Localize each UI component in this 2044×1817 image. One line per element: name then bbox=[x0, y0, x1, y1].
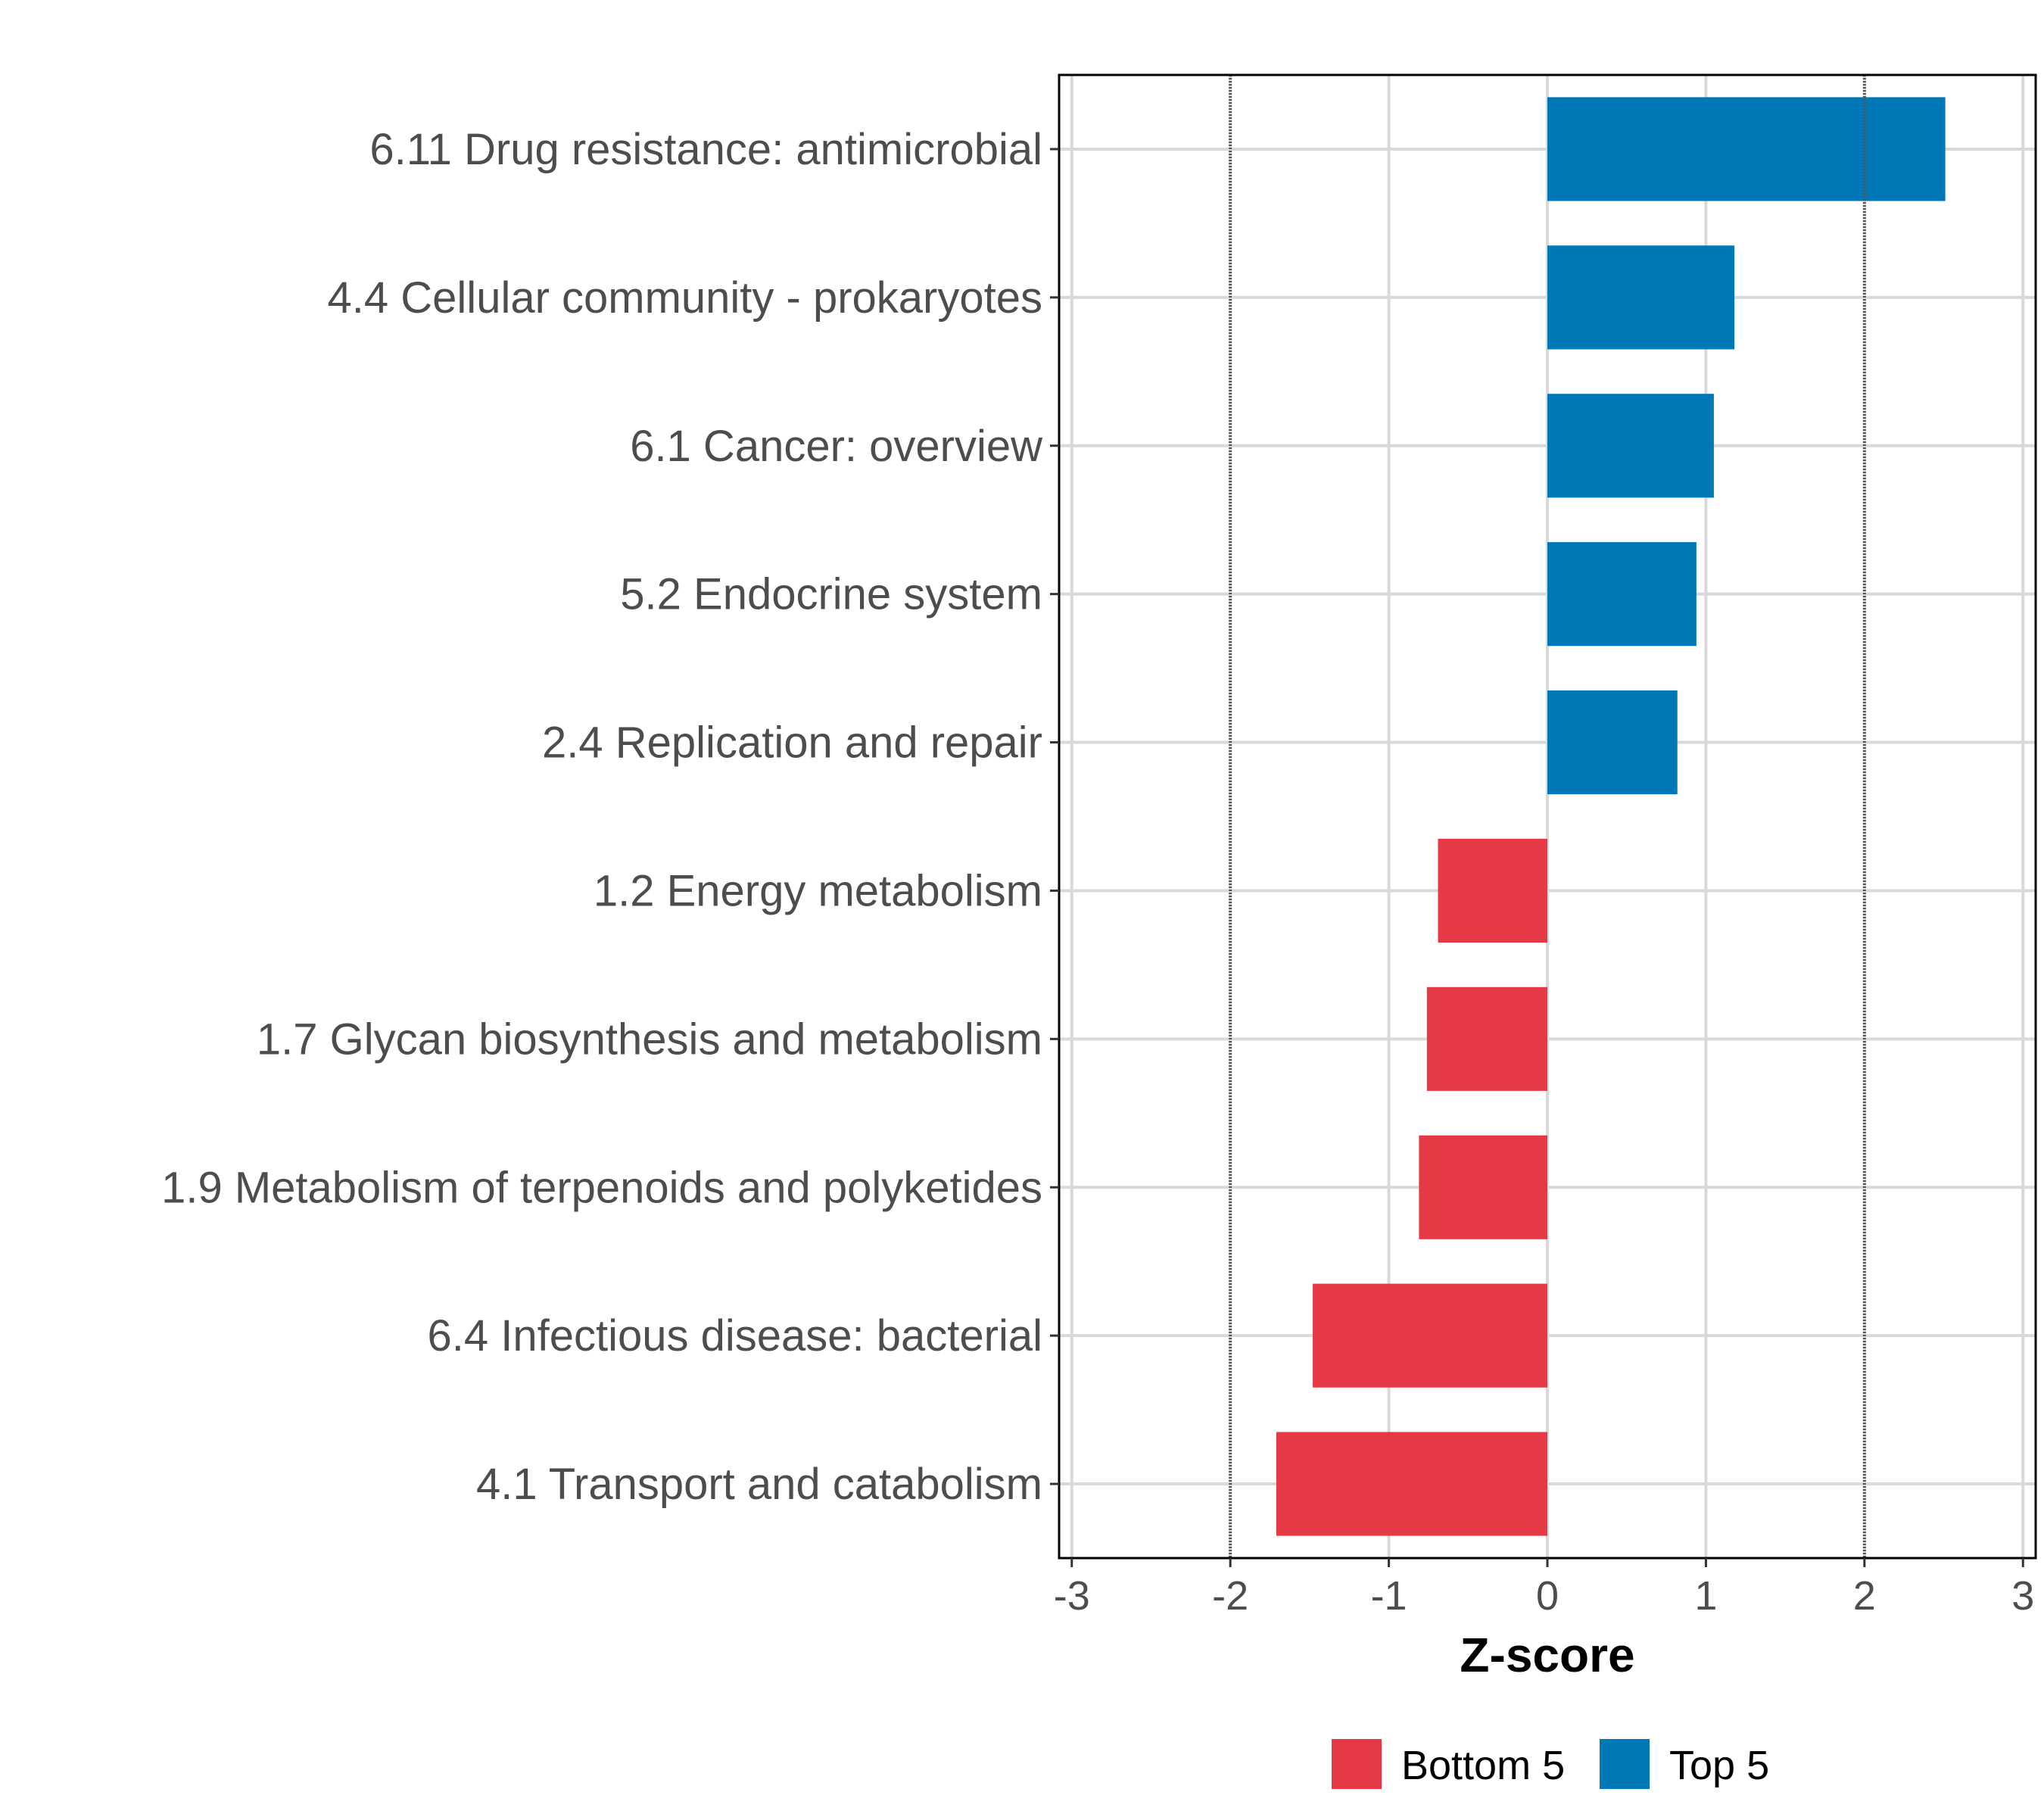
legend-label: Bottom 5 bbox=[1401, 1743, 1565, 1788]
y-tick-label: 4.4 Cellular community - prokaryotes bbox=[328, 273, 1042, 323]
bar bbox=[1426, 986, 1547, 1091]
bar bbox=[1547, 97, 1946, 201]
y-tick-label: 6.4 Infectious disease: bacterial bbox=[428, 1311, 1042, 1360]
x-tick-label: -3 bbox=[1054, 1573, 1090, 1619]
bar bbox=[1547, 245, 1735, 350]
legend-key bbox=[1332, 1739, 1382, 1789]
bar bbox=[1438, 838, 1547, 943]
legend-key bbox=[1600, 1739, 1650, 1789]
bar bbox=[1276, 1432, 1547, 1536]
y-axis-labels: 6.11 Drug resistance: antimicrobial 4.4 C… bbox=[161, 125, 1059, 1509]
y-tick-label: 1.9 Metabolism of terpenoids and polyket… bbox=[161, 1163, 1042, 1212]
bar bbox=[1547, 690, 1678, 795]
y-tick-label: 2.4 Replication and repair bbox=[542, 718, 1042, 768]
bar bbox=[1547, 542, 1697, 647]
x-axis-ticks: -3 -2 -1 0 1 2 3 bbox=[1054, 1558, 2034, 1619]
legend-label: Top 5 bbox=[1669, 1743, 1769, 1788]
bar bbox=[1313, 1283, 1547, 1388]
y-tick-label: 1.2 Energy metabolism bbox=[594, 866, 1042, 915]
bar bbox=[1547, 394, 1714, 498]
y-tick-label: 6.1 Cancer: overview bbox=[630, 422, 1043, 471]
x-tick-label: 3 bbox=[2011, 1573, 2034, 1619]
y-tick-label: 6.11 Drug resistance: antimicrobial bbox=[369, 125, 1042, 174]
x-tick-label: -1 bbox=[1371, 1573, 1407, 1619]
x-tick-label: 0 bbox=[1536, 1573, 1559, 1619]
x-tick-label: 1 bbox=[1694, 1573, 1717, 1619]
reference-lines bbox=[1229, 75, 1866, 1558]
x-tick-label: 2 bbox=[1853, 1573, 1876, 1619]
bar bbox=[1419, 1135, 1547, 1239]
y-tick-label: 5.2 Endocrine system bbox=[620, 570, 1042, 619]
bars bbox=[1276, 97, 1946, 1536]
y-tick-label: 1.7 Glycan biosynthesis and metabolism bbox=[257, 1014, 1042, 1064]
y-tick-label: 4.1 Transport and catabolism bbox=[476, 1460, 1042, 1509]
legend: Bottom 5 Top 5 bbox=[1332, 1739, 1769, 1789]
x-tick-label: -2 bbox=[1212, 1573, 1248, 1619]
x-axis-title: Z-score bbox=[1460, 1628, 1634, 1682]
